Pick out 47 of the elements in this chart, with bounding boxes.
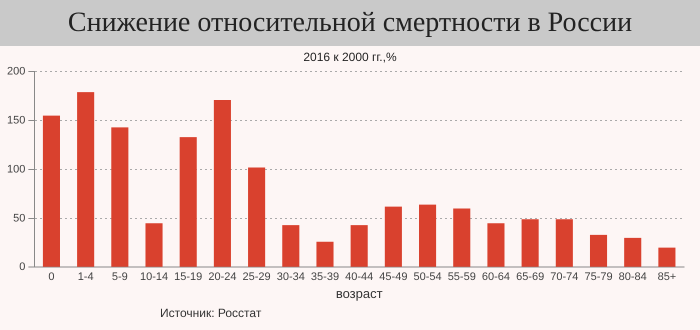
bar bbox=[77, 92, 94, 267]
y-tick-label: 200 bbox=[6, 66, 26, 78]
bar bbox=[282, 225, 300, 267]
bar bbox=[316, 242, 334, 267]
bar bbox=[419, 204, 436, 267]
y-tick-label: 50 bbox=[13, 212, 26, 224]
bar bbox=[453, 208, 470, 267]
y-tick-label: 150 bbox=[6, 114, 26, 127]
y-tick-label: 0 bbox=[19, 261, 26, 274]
x-tick-label: 60-64 bbox=[482, 270, 510, 283]
x-tick-label: 35-39 bbox=[310, 270, 340, 283]
bar bbox=[590, 234, 608, 267]
x-tick-label: 0 bbox=[48, 270, 55, 283]
x-tick-label: 65-69 bbox=[516, 270, 544, 283]
x-tick-label: 45-49 bbox=[379, 270, 408, 283]
x-tick-label: 5-9 bbox=[112, 270, 128, 283]
x-tick-label: 75-79 bbox=[584, 270, 613, 283]
bar bbox=[487, 223, 504, 267]
bar bbox=[180, 137, 197, 267]
bar bbox=[384, 206, 402, 267]
x-tick-label: 30-34 bbox=[276, 270, 305, 283]
bar bbox=[214, 100, 231, 267]
y-tick-label: 100 bbox=[6, 163, 26, 176]
x-tick-label: 20-24 bbox=[208, 270, 236, 283]
x-tick-label: 55-59 bbox=[448, 270, 476, 283]
bar bbox=[350, 225, 368, 267]
x-tick-label: 85+ bbox=[658, 270, 676, 283]
x-tick-label: 50-54 bbox=[413, 270, 442, 283]
x-tick-label: 80-84 bbox=[618, 270, 647, 283]
bar bbox=[42, 116, 60, 267]
x-tick-label: 15-19 bbox=[174, 270, 202, 283]
bar bbox=[556, 219, 573, 267]
x-tick-label: 70-74 bbox=[550, 270, 578, 283]
bar bbox=[658, 248, 676, 267]
x-tick-label: 40-44 bbox=[345, 270, 374, 283]
bar bbox=[624, 238, 642, 267]
bar bbox=[145, 223, 163, 267]
chart-subtitle: 2016 к 2000 гг.,% bbox=[302, 50, 398, 64]
x-tick-label: 10-14 bbox=[140, 270, 168, 283]
text: Источник: Росстат bbox=[160, 306, 262, 320]
bar bbox=[522, 219, 539, 267]
x-axis-title: возраст bbox=[336, 286, 383, 301]
chart-title: Снижение относительной смертности в России bbox=[0, 0, 700, 46]
bar bbox=[111, 127, 128, 267]
bar bbox=[248, 167, 266, 267]
x-tick-label: 25-29 bbox=[242, 270, 271, 283]
x-tick-label: 1-4 bbox=[78, 270, 94, 283]
